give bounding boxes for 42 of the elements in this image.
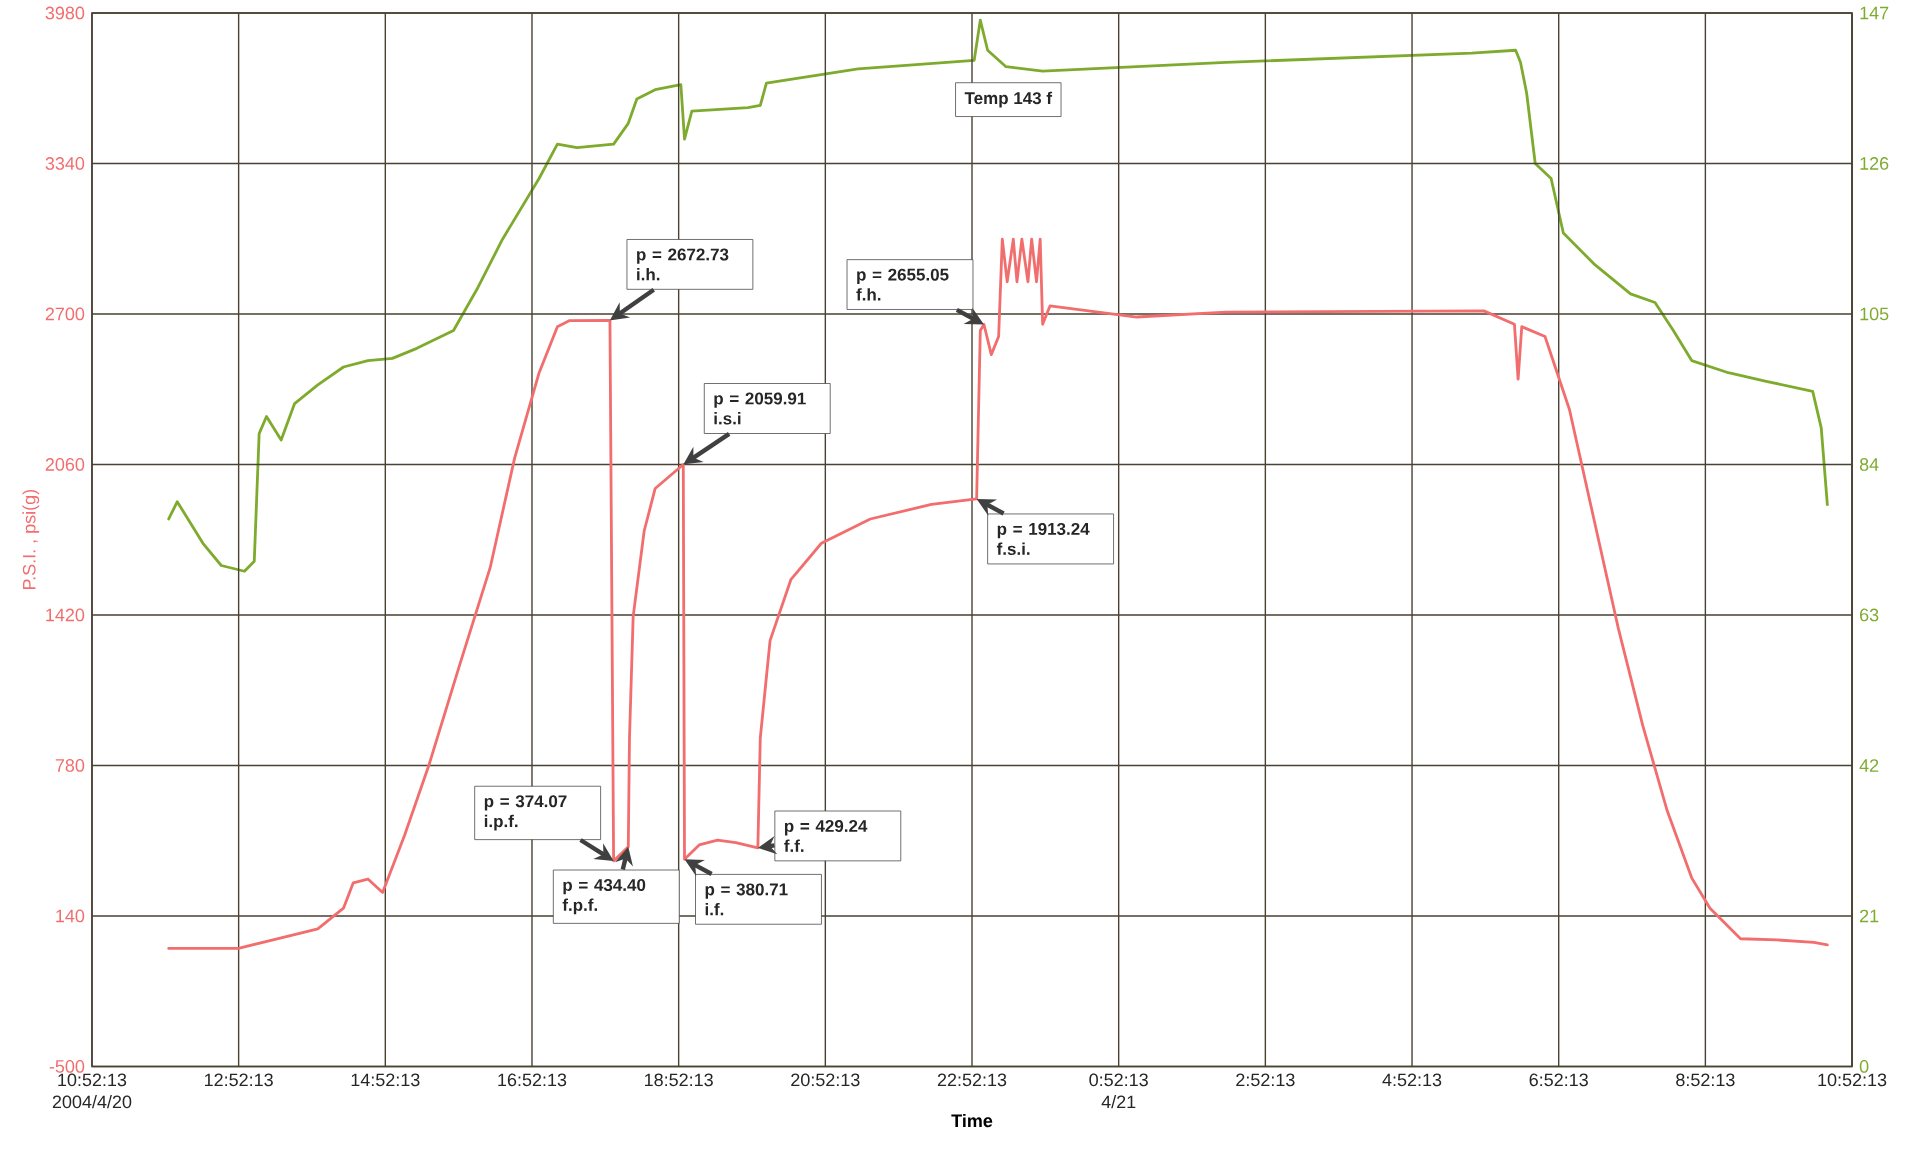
- y-tick-label: 780: [55, 758, 85, 772]
- y2-tick-label: 126: [1860, 156, 1889, 170]
- y2-tick-label: 21: [1860, 909, 1879, 923]
- x-tick-label: 16:52:13: [498, 1073, 567, 1087]
- y2-tick-label: 63: [1860, 608, 1879, 622]
- y-tick-label: 1420: [46, 608, 85, 622]
- annotation: p = 434.40 f.p.f.: [562, 878, 646, 915]
- y2-tick-label: 0: [1859, 1059, 1869, 1073]
- y2-tick-label: 105: [1860, 307, 1889, 321]
- x-tick-label: 0:52:13 4/21: [1089, 1073, 1148, 1109]
- y-tick-label: -500: [49, 1059, 85, 1073]
- annotation: p = 429.24 f.f.: [784, 819, 868, 852]
- annotation: p = 2672.73 i.h.: [637, 248, 729, 281]
- x-tick-label: 10:52:13: [1818, 1073, 1887, 1087]
- annotation: p = 2655.05 f.h.: [856, 268, 949, 301]
- x-tick-label: 10:52:13 2004/4/20: [52, 1073, 132, 1109]
- x-tick-label: 4:52:13: [1382, 1073, 1442, 1087]
- x-tick-label: 22:52:13: [937, 1073, 1007, 1087]
- line-series: [167, 18, 1829, 573]
- annotation: p = 374.07 i.p.f.: [484, 795, 567, 831]
- y-tick-label: 3340: [45, 156, 85, 170]
- x-tick-label: 2:52:13: [1236, 1073, 1295, 1087]
- y-tick-label: 3980: [45, 6, 85, 20]
- x-tick-label: 12:52:13: [205, 1073, 273, 1087]
- y-tick-label: 2700: [45, 307, 85, 321]
- annotation: Temp 143 f: [964, 91, 1053, 108]
- annotation: p = 1913.24 f.s.i.: [996, 522, 1090, 555]
- x-axis-title: Time: [951, 1113, 993, 1127]
- x-tick-label: 6:52:13: [1529, 1073, 1588, 1087]
- y2-tick-label: 84: [1859, 457, 1879, 471]
- y-tick-label: 140: [56, 909, 85, 923]
- x-tick-label: 14:52:13: [351, 1073, 420, 1087]
- annotation: p = 380.71 i.f.: [705, 883, 788, 916]
- x-tick-label: 8:52:13: [1676, 1073, 1735, 1087]
- y-axis-title: P.S.I. , psi(g): [22, 489, 40, 589]
- annotation: p = 2059.91 i.s.i: [714, 392, 806, 425]
- line-series: [167, 237, 1829, 950]
- x-tick-label: 18:52:13: [645, 1073, 713, 1087]
- y2-tick-label: 42: [1859, 758, 1879, 772]
- x-tick-label: 20:52:13: [791, 1073, 860, 1087]
- y2-tick-label: 147: [1860, 6, 1889, 19]
- y-tick-label: 2060: [45, 457, 85, 471]
